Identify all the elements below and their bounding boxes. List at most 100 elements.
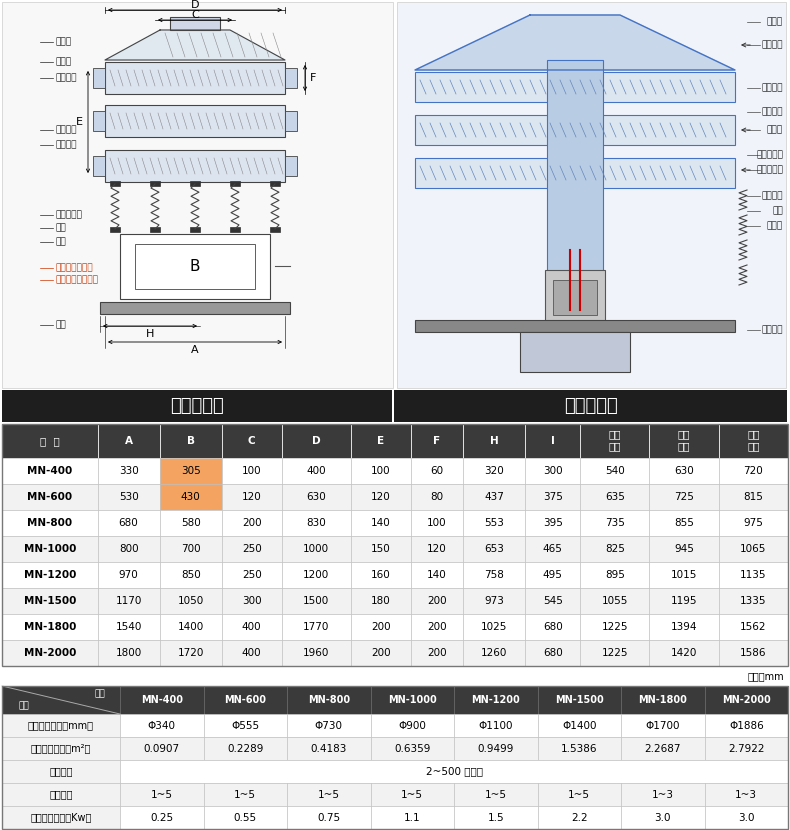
Text: Φ730: Φ730: [314, 720, 343, 730]
Bar: [281, 536, 351, 562]
Text: 三层: 三层: [747, 429, 760, 439]
Bar: [580, 458, 649, 484]
Text: 300: 300: [543, 466, 562, 476]
Bar: [160, 588, 222, 614]
Bar: [705, 714, 788, 737]
Bar: [287, 783, 371, 806]
Bar: [719, 510, 788, 536]
Text: 200: 200: [371, 622, 390, 632]
Text: 200: 200: [371, 648, 390, 658]
Text: 250: 250: [242, 570, 261, 580]
Bar: [120, 783, 204, 806]
Text: 辅助筛网: 辅助筛网: [762, 41, 783, 50]
Text: C: C: [191, 10, 199, 20]
Text: 0.9499: 0.9499: [478, 744, 514, 754]
Bar: [281, 424, 351, 458]
Text: C: C: [248, 436, 255, 446]
Bar: [160, 484, 222, 510]
Text: 1420: 1420: [671, 648, 698, 658]
Bar: [580, 614, 649, 640]
Text: 400: 400: [242, 648, 261, 658]
Text: 顶部框架: 顶部框架: [55, 74, 77, 82]
Bar: [93, 111, 105, 131]
Bar: [160, 510, 222, 536]
Bar: [190, 227, 200, 232]
Bar: [719, 614, 788, 640]
Bar: [97, 536, 160, 562]
Text: 200: 200: [427, 596, 446, 606]
Bar: [222, 588, 281, 614]
Bar: [160, 614, 222, 640]
Bar: [160, 536, 222, 562]
Text: 465: 465: [543, 544, 562, 554]
Bar: [2, 2, 393, 388]
Bar: [281, 458, 351, 484]
Text: D: D: [312, 436, 321, 446]
Text: 725: 725: [674, 492, 694, 502]
Bar: [204, 737, 287, 760]
Bar: [2, 562, 97, 588]
Text: 305: 305: [181, 466, 201, 476]
Text: 970: 970: [118, 570, 138, 580]
Bar: [525, 588, 580, 614]
Text: Φ340: Φ340: [148, 720, 175, 730]
Bar: [454, 714, 537, 737]
Text: MN-400: MN-400: [141, 695, 182, 705]
Text: 运输用固定螺栓: 运输用固定螺栓: [55, 263, 92, 272]
Text: MN-1200: MN-1200: [472, 695, 520, 705]
Bar: [649, 614, 719, 640]
Bar: [281, 484, 351, 510]
Bar: [97, 424, 160, 458]
Bar: [281, 614, 351, 640]
Text: MN-800: MN-800: [307, 695, 350, 705]
Text: 140: 140: [371, 518, 390, 528]
Bar: [649, 424, 719, 458]
Bar: [2, 806, 120, 829]
Text: H: H: [146, 329, 154, 339]
Text: 1.5: 1.5: [487, 813, 504, 823]
Bar: [281, 588, 351, 614]
Bar: [120, 234, 270, 299]
Bar: [170, 17, 220, 30]
Text: MN-1500: MN-1500: [24, 596, 76, 606]
Text: 200: 200: [427, 648, 446, 658]
Text: 1260: 1260: [481, 648, 507, 658]
Bar: [719, 640, 788, 666]
Bar: [222, 510, 281, 536]
Text: MN-1000: MN-1000: [388, 695, 437, 705]
Bar: [160, 458, 222, 484]
Text: 100: 100: [242, 466, 261, 476]
Text: MN-1500: MN-1500: [555, 695, 604, 705]
Bar: [281, 562, 351, 588]
Text: 1540: 1540: [115, 622, 142, 632]
Text: Φ1886: Φ1886: [729, 720, 764, 730]
Bar: [2, 510, 97, 536]
Text: Φ555: Φ555: [231, 720, 259, 730]
Bar: [719, 562, 788, 588]
Bar: [719, 588, 788, 614]
Bar: [371, 737, 454, 760]
Text: 320: 320: [484, 466, 504, 476]
Bar: [705, 806, 788, 829]
Bar: [719, 458, 788, 484]
Text: 545: 545: [543, 596, 562, 606]
Bar: [719, 484, 788, 510]
Bar: [222, 614, 281, 640]
Bar: [230, 227, 240, 232]
Bar: [580, 562, 649, 588]
Bar: [93, 68, 105, 88]
Bar: [100, 302, 290, 314]
Text: 1500: 1500: [303, 596, 329, 606]
Bar: [463, 562, 525, 588]
Text: 60: 60: [431, 466, 443, 476]
Bar: [537, 737, 621, 760]
Text: MN-1200: MN-1200: [24, 570, 76, 580]
Text: D: D: [190, 0, 199, 10]
Text: 700: 700: [181, 544, 201, 554]
Bar: [649, 536, 719, 562]
Text: 电动机: 电动机: [767, 222, 783, 231]
Bar: [97, 510, 160, 536]
Bar: [287, 806, 371, 829]
Text: MN-800: MN-800: [27, 518, 73, 528]
Text: 680: 680: [118, 518, 138, 528]
